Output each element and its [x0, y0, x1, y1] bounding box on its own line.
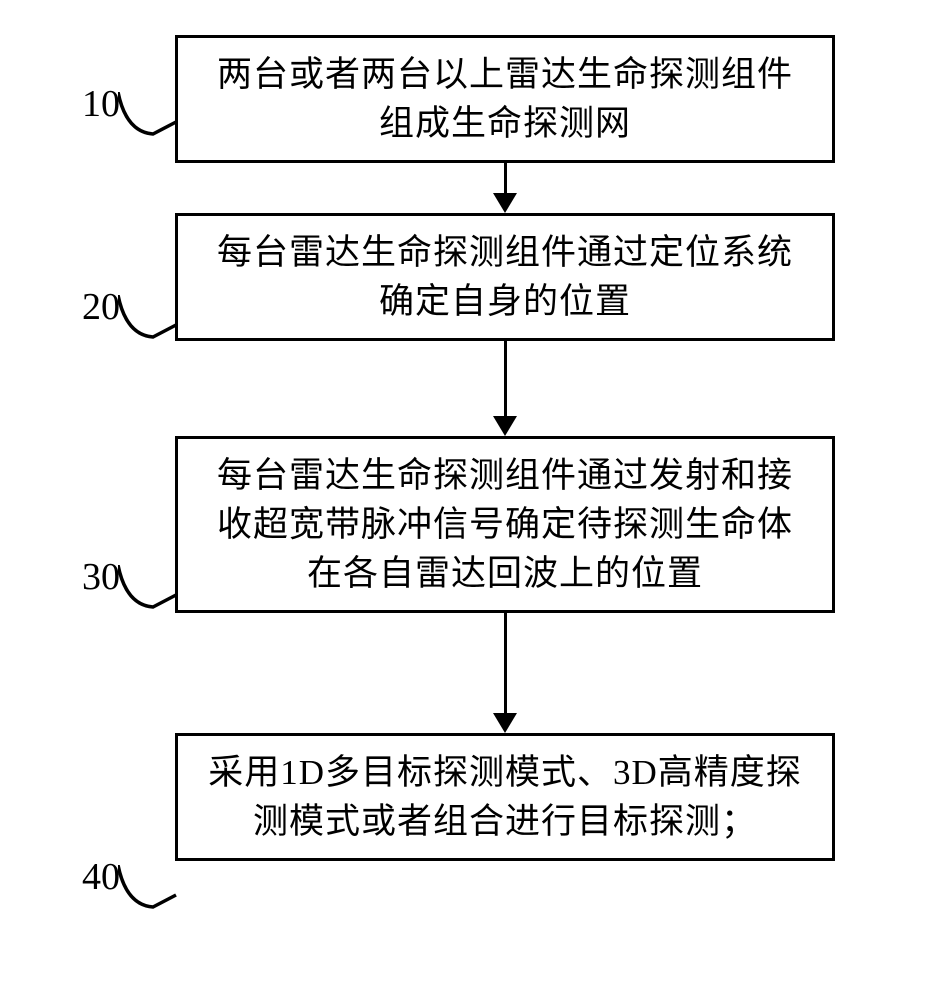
- node-20-line1: 每台雷达生命探测组件通过定位系统: [203, 228, 807, 277]
- step-number-40: 40: [82, 855, 120, 899]
- node-10-line2: 组成生命探测网: [203, 99, 807, 148]
- node-20-line2: 确定自身的位置: [203, 277, 807, 326]
- step-number-20: 20: [82, 285, 120, 329]
- connector-10: [118, 92, 178, 147]
- flowchart-node-30: 每台雷达生命探测组件通过发射和接 收超宽带脉冲信号确定待探测生命体 在各自雷达回…: [175, 436, 835, 613]
- node-40-line2: 测模式或者组合进行目标探测；: [203, 797, 807, 846]
- flowchart-node-40: 采用1D多目标探测模式、3D高精度探 测模式或者组合进行目标探测；: [175, 733, 835, 861]
- node-30-line1: 每台雷达生命探测组件通过发射和接: [203, 451, 807, 500]
- step-number-10: 10: [82, 82, 120, 126]
- arrow-30-40: [175, 613, 835, 733]
- node-30-line3: 在各自雷达回波上的位置: [203, 549, 807, 598]
- flowchart-node-20: 每台雷达生命探测组件通过定位系统 确定自身的位置: [175, 213, 835, 341]
- connector-20: [118, 295, 178, 350]
- connector-40: [118, 865, 178, 920]
- flowchart-node-10: 两台或者两台以上雷达生命探测组件 组成生命探测网: [175, 35, 835, 163]
- node-40-line1: 采用1D多目标探测模式、3D高精度探: [203, 748, 807, 797]
- node-30-line2: 收超宽带脉冲信号确定待探测生命体: [203, 500, 807, 549]
- step-number-30: 30: [82, 555, 120, 599]
- node-10-line1: 两台或者两台以上雷达生命探测组件: [203, 50, 807, 99]
- flowchart-container: 两台或者两台以上雷达生命探测组件 组成生命探测网 每台雷达生命探测组件通过定位系…: [175, 35, 835, 861]
- arrow-20-30: [175, 341, 835, 436]
- arrow-10-20: [175, 163, 835, 213]
- connector-30: [118, 565, 178, 620]
